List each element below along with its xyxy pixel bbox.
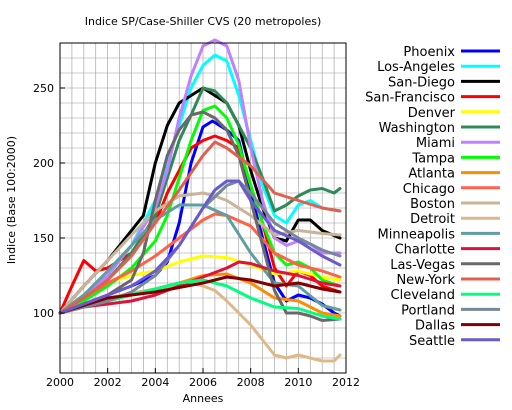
x-tick-label: 2010: [284, 376, 312, 389]
legend-label-san-diego: San-Diego: [388, 75, 455, 90]
legend-label-portland: Portland: [401, 303, 455, 318]
series-line-chicago: [58, 212, 342, 315]
series-lines: [58, 38, 342, 363]
legend-label-las-vegas: Las-Vegas: [390, 258, 455, 273]
y-tick-label: 250: [33, 82, 54, 95]
legend-label-boston: Boston: [410, 197, 455, 212]
legend-label-miami: Miami: [416, 136, 455, 151]
legend-label-dallas: Dallas: [415, 319, 455, 334]
legend-label-atlanta: Atlanta: [408, 167, 455, 182]
legend-label-phoenix: Phoenix: [403, 45, 455, 60]
legend-label-denver: Denver: [408, 106, 456, 121]
legend-label-san-francisco: San-Francisco: [365, 91, 455, 106]
series-line-washington: [58, 86, 342, 315]
series-line-dallas: [58, 275, 342, 315]
chart-title: Indice SP/Case-Shiller CVS (20 metropole…: [85, 15, 322, 28]
series-line-las-vegas: [58, 110, 342, 322]
series-line-boston: [58, 191, 342, 315]
x-tick-label: 2008: [237, 376, 265, 389]
series-line-seattle: [58, 179, 342, 315]
legend-label-detroit: Detroit: [410, 212, 455, 227]
legend-label-washington: Washington: [379, 121, 455, 136]
legend: PhoenixLos-AngelesSan-DiegoSan-Francisco…: [365, 45, 500, 349]
legend-label-seattle: Seattle: [409, 334, 455, 349]
x-axis-title: Annees: [183, 392, 224, 405]
legend-label-chicago: Chicago: [403, 182, 455, 197]
y-tick-label: 150: [33, 232, 54, 245]
x-axis-ticks: 2000 2002 2004 2006 2008 2010 2012: [46, 368, 360, 389]
x-tick-label: 2004: [141, 376, 169, 389]
legend-label-new-york: New-York: [396, 273, 455, 288]
series-line-minneapolis: [58, 203, 342, 315]
legend-label-cleveland: Cleveland: [391, 288, 455, 303]
series-line-portland: [58, 179, 342, 315]
legend-label-los-angeles: Los-Angeles: [377, 60, 455, 75]
series-line-charlotte: [58, 260, 342, 315]
series-line-new-york: [58, 140, 342, 315]
series-line-san-francisco: [58, 134, 342, 315]
x-tick-label: 2002: [94, 376, 122, 389]
y-tick-label: 200: [33, 157, 54, 170]
y-axis-title: Indice (Base 100:2000): [5, 136, 18, 264]
x-tick-label: 2006: [189, 376, 217, 389]
legend-label-minneapolis: Minneapolis: [378, 227, 456, 242]
legend-label-charlotte: Charlotte: [395, 243, 455, 258]
x-tick-label: 2000: [46, 376, 74, 389]
legend-label-tampa: Tampa: [411, 151, 455, 166]
y-axis-ticks: 100 150 200 250: [33, 82, 65, 320]
x-tick-label: 2012: [332, 376, 360, 389]
y-tick-label: 100: [33, 307, 54, 320]
series-line-san-diego: [58, 86, 342, 315]
